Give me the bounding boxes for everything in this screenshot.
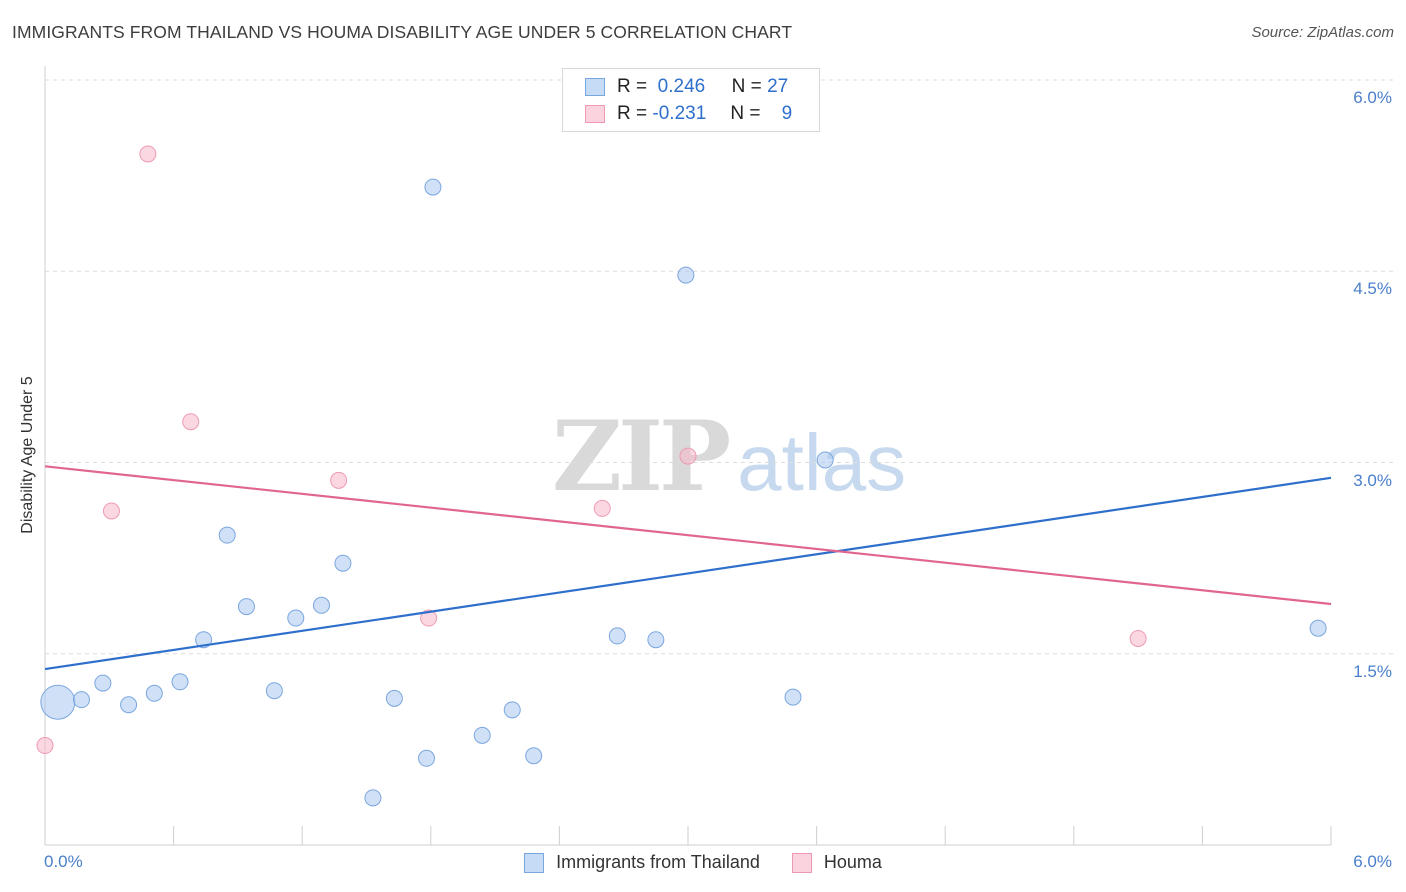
data-points — [36, 102, 1327, 807]
legend: Immigrants from Thailand Houma — [0, 852, 1406, 873]
y-tick-label: 3.0% — [1353, 470, 1392, 490]
legend-swatch-houma — [791, 852, 812, 873]
thailand-point — [171, 673, 189, 691]
thailand-point — [608, 627, 626, 645]
houma-point — [182, 413, 200, 431]
houma-point — [420, 609, 438, 627]
axes — [44, 66, 1332, 846]
thailand-point — [424, 178, 442, 196]
thailand-point — [1309, 619, 1327, 637]
r-value: -0.231 — [652, 103, 707, 124]
thailand-point — [120, 696, 138, 714]
houma-point — [330, 471, 348, 489]
thailand-point — [195, 631, 213, 649]
thailand-point — [312, 596, 330, 614]
y-tick-label: 4.5% — [1353, 279, 1392, 299]
y-tick-label: 6.0% — [1353, 88, 1392, 107]
thailand-point — [647, 631, 665, 649]
r-label: R = — [617, 103, 648, 124]
houma-point — [1129, 629, 1147, 647]
source-label: Source: ZipAtlas.com — [1251, 24, 1394, 41]
thailand-point — [40, 684, 76, 720]
n-value: 9 — [781, 103, 793, 124]
thailand-point — [816, 451, 834, 469]
houma-point — [36, 737, 54, 755]
legend-label-houma: Houma — [823, 852, 882, 872]
swatch-thailand — [585, 78, 605, 96]
x-tick-label-min: 0.0% — [44, 852, 83, 871]
y-axis-label: Disability Age Under 5 — [19, 376, 36, 534]
thailand-point — [94, 674, 112, 692]
swatch-houma — [585, 105, 605, 123]
houma-point — [679, 447, 697, 465]
legend-item-thailand[interactable]: Immigrants from Thailand — [524, 852, 760, 873]
houma-trend-line — [44, 465, 1332, 606]
chart-title: IMMIGRANTS FROM THAILAND VS HOUMA DISABI… — [12, 22, 793, 42]
thailand-point — [525, 747, 543, 765]
r-label: R = — [617, 76, 648, 97]
thailand-point — [145, 684, 163, 702]
thailand-point — [385, 689, 403, 707]
thailand-point — [237, 598, 255, 616]
thailand-point — [418, 749, 436, 767]
n-value: 27 — [767, 76, 789, 97]
houma-point — [593, 499, 611, 517]
thailand-point — [677, 266, 695, 284]
r-value: 0.246 — [657, 76, 706, 97]
legend-swatch-thailand — [524, 852, 545, 873]
x-tick-label-max: 6.0% — [1353, 852, 1392, 871]
thailand-point — [218, 526, 236, 544]
stats-row-houma: R = -0.231 N = 9 — [585, 101, 792, 127]
stats-box: R = 0.246 N = 27 R = -0.231 N = 9 — [562, 68, 820, 132]
thailand-point — [784, 688, 802, 706]
trend-lines — [44, 465, 1332, 671]
y-tick-label: 1.5% — [1353, 661, 1392, 681]
stats-row-thailand: R = 0.246 N = 27 — [585, 74, 788, 100]
thailand-point — [473, 726, 491, 744]
thailand-trend-line — [44, 476, 1332, 671]
legend-label-thailand: Immigrants from Thailand — [556, 852, 760, 872]
thailand-point — [334, 554, 352, 572]
thailand-point — [265, 682, 283, 700]
n-label: N = — [731, 76, 762, 97]
houma-point — [102, 502, 120, 520]
thailand-point — [72, 691, 90, 709]
thailand-point — [287, 609, 305, 627]
legend-item-houma[interactable]: Houma — [791, 852, 882, 873]
thailand-point — [364, 789, 382, 807]
houma-point — [139, 145, 157, 163]
n-label: N = — [730, 103, 761, 124]
thailand-point — [503, 701, 521, 719]
